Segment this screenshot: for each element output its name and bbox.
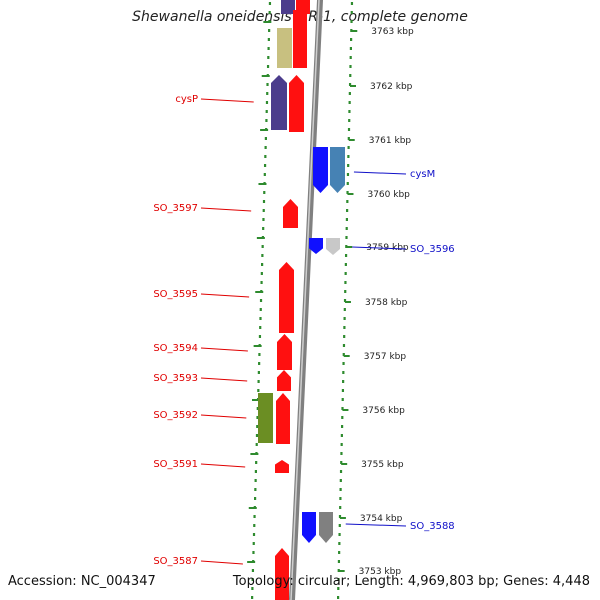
gene-label-connector	[200, 414, 247, 419]
gene-label: SO_3587	[153, 556, 198, 567]
gene-label: SO_3593	[153, 373, 198, 384]
gene-feature-SO_3597	[283, 199, 298, 228]
gene-label-connector	[200, 207, 252, 212]
gene-feature-SO_3587	[275, 548, 289, 600]
gene-label: SO_3594	[153, 343, 198, 354]
gene-feature-SO_3592	[276, 393, 290, 444]
outer-dotted-ring-left	[247, 2, 272, 599]
kbp-tick-label: 3757 kbp	[364, 352, 407, 362]
gene-feature	[258, 393, 273, 443]
kbp-tick-label: 3762 kbp	[370, 82, 413, 92]
gene-label: SO_3591	[153, 459, 198, 470]
gene-features	[258, 0, 345, 600]
kbp-tick-label: 3753 kbp	[359, 567, 402, 577]
kbp-tick-label: 3755 kbp	[361, 460, 404, 470]
gene-label: SO_3592	[153, 410, 198, 421]
gene-label-connector	[200, 463, 246, 468]
gene-label-connector	[200, 560, 243, 565]
kbp-tick-label: 3760 kbp	[367, 190, 410, 200]
gene-label: cysM	[410, 169, 435, 180]
gene-label-connector	[200, 98, 254, 103]
gene-label: SO_3588	[410, 521, 455, 532]
gene-label: SO_3597	[153, 203, 198, 214]
gene-feature-SO_3596	[309, 238, 323, 254]
left-gene-labels: cysP SO_3597 SO_3595 SO_3594 SO_3593 SO_3592 S…	[153, 94, 254, 567]
accession-label: Accession: NC_004347	[8, 574, 156, 589]
kbp-tick-label: 3756 kbp	[362, 406, 405, 416]
gene-feature	[277, 28, 292, 68]
gene-label: cysP	[175, 94, 198, 105]
kbp-tick-label: 3758 kbp	[365, 298, 408, 308]
kbp-tick-label: 3761 kbp	[369, 136, 412, 146]
genome-summary: Topology: circular; Length: 4,969,803 bp…	[232, 574, 590, 589]
gene-feature-cysP	[271, 75, 287, 130]
gene-feature-SO_3588	[302, 512, 316, 543]
kbp-tick-label: 3763 kbp	[371, 27, 414, 37]
gene-label-connector	[352, 246, 407, 250]
gene-label-connector	[200, 377, 248, 382]
gene-feature-cysM	[313, 147, 328, 193]
gene-label-connector	[353, 171, 407, 175]
outer-dotted-ring-right	[336, 2, 354, 599]
gene-feature	[293, 10, 307, 68]
gene-feature-SO_3593	[277, 370, 291, 391]
right-gene-labels: cysM SO_3596 SO_3588	[345, 169, 455, 532]
kbp-tick-label: 3754 kbp	[360, 514, 403, 524]
gene-label-connector	[200, 293, 250, 298]
gene-label: SO_3595	[153, 289, 198, 300]
gene-label-connector	[200, 347, 248, 352]
gene-feature	[281, 0, 295, 14]
gene-label-connector	[345, 523, 407, 527]
gene-feature	[330, 147, 345, 193]
gene-feature	[326, 238, 340, 255]
gene-feature-SO_3594	[277, 334, 292, 370]
gene-label: SO_3596	[410, 244, 455, 255]
gene-feature	[289, 75, 304, 132]
gene-feature	[319, 512, 333, 543]
gene-feature-SO_3591	[275, 460, 289, 473]
gene-feature-SO_3595	[279, 262, 294, 333]
